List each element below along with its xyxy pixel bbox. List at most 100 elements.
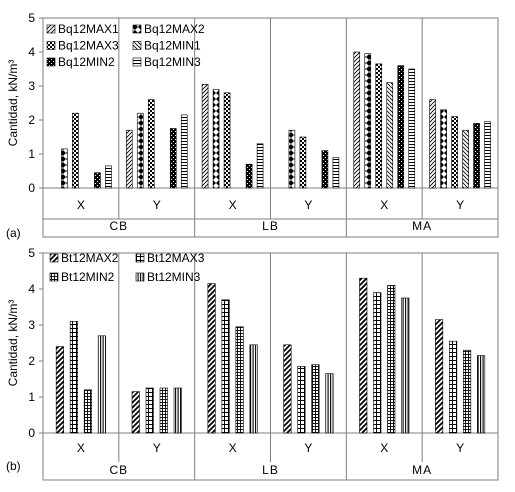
bar [159, 387, 168, 434]
bar [94, 172, 101, 189]
bar [364, 53, 372, 189]
bar [61, 148, 68, 189]
y-tick-label: 1 [28, 147, 35, 161]
bar [212, 89, 220, 189]
bar [435, 319, 444, 434]
y-axis-label: Cantidad, kN/m³ [6, 300, 20, 387]
legend-swatch [135, 272, 145, 282]
bar [207, 283, 216, 434]
legend-label: Bq12MAX1 [58, 22, 119, 36]
x-group-label: LB [262, 219, 279, 233]
bar [408, 68, 416, 189]
bar [245, 163, 253, 189]
legend-swatch [49, 253, 59, 263]
y-tick-label: 2 [28, 113, 35, 127]
bar [288, 129, 296, 189]
y-tick-label: 3 [28, 318, 35, 332]
bar [484, 121, 491, 189]
bar [473, 123, 480, 189]
x-subcategory-label: Y [153, 198, 161, 212]
legend-label: Bt12MIN2 [61, 270, 115, 284]
x-group-label: LB [262, 463, 279, 477]
bar [180, 114, 188, 189]
y-tick-label: 4 [28, 45, 35, 59]
legend-label: Bq12MAX2 [144, 22, 205, 36]
legend: Bt12MAX2 Bt12MAX3 Bt12MIN2 Bt12MIN3 [49, 251, 205, 284]
legend-label: Bq12MIN2 [58, 55, 115, 69]
legend-swatch [132, 24, 142, 34]
y-tick-label: 5 [28, 246, 35, 260]
legend-swatch [135, 253, 145, 263]
bar [72, 112, 79, 189]
panel-label: (a) [6, 226, 21, 240]
bar [440, 109, 447, 189]
legend-swatch [46, 57, 56, 67]
bar [136, 112, 144, 189]
legend-label: Bt12MAX3 [147, 251, 205, 265]
bar [221, 299, 230, 434]
bar [325, 373, 334, 434]
bar [332, 157, 340, 189]
bar [169, 128, 177, 189]
y-tick-label: 3 [28, 79, 35, 93]
y-tick-label: 5 [28, 11, 35, 25]
x-subcategory-label: X [380, 441, 388, 455]
bar [223, 92, 231, 189]
bar [477, 355, 486, 434]
y-tick-label: 4 [28, 282, 35, 296]
x-subcategory-label: X [229, 441, 237, 455]
panel-label: (b) [6, 459, 21, 473]
y-tick-label: 0 [28, 426, 35, 440]
bar [131, 391, 140, 434]
x-subcategory-label: Y [456, 198, 464, 212]
bar [451, 116, 458, 189]
legend-label: Bq12MAX3 [58, 39, 119, 53]
legend-label: Bq12MIN3 [144, 55, 201, 69]
x-subcategory-label: Y [304, 198, 312, 212]
bar [359, 277, 368, 434]
bar [311, 364, 320, 434]
bar [125, 129, 133, 189]
bar [297, 366, 306, 434]
bar [256, 143, 264, 189]
bar [235, 326, 244, 434]
y-tick-label: 1 [28, 390, 35, 404]
y-tick-label: 0 [28, 181, 35, 195]
legend-swatch [132, 41, 142, 50]
bar [401, 297, 410, 434]
chart-panel-b: 0 1 2 3 4 5 Cantidad, kN/m³ X Y X Y X Y CB LB MA (b) Bt12… [6, 246, 499, 481]
x-subcategory-label: Y [456, 441, 464, 455]
legend-swatch [49, 272, 59, 282]
x-subcategory-label: Y [153, 441, 161, 455]
x-subcategory-label: X [380, 198, 388, 212]
bar [249, 344, 258, 434]
bar [299, 136, 307, 189]
bar [449, 340, 458, 434]
bar [462, 129, 469, 189]
bar [386, 82, 394, 189]
bar [145, 387, 154, 434]
legend-swatch [46, 24, 56, 34]
legend: Bq12MAX1 Bq12MAX2 Bq12MAX3 Bq12MIN1 Bq12MIN2… [46, 22, 205, 69]
bar [429, 99, 436, 189]
x-subcategory-label: X [77, 198, 85, 212]
legend-label: Bq12MIN1 [144, 39, 201, 53]
bar [353, 51, 361, 189]
y-tick-label: 2 [28, 354, 35, 368]
bar [375, 63, 383, 189]
chart-panel-a: 0 1 2 3 4 5 Cantidad, kN/m³ X Y X Y X Y CB LB MA (a) Bq12… [6, 11, 499, 240]
bar [201, 84, 209, 189]
bar [105, 165, 112, 189]
legend-label: Bt12MIN3 [147, 270, 201, 284]
bar [69, 321, 78, 434]
x-group-label: CB [109, 219, 128, 233]
x-subcategory-label: Y [304, 441, 312, 455]
bar [283, 344, 292, 434]
bar [173, 387, 182, 434]
bar [97, 335, 106, 434]
x-group-label: MA [412, 463, 432, 477]
bar [373, 292, 382, 434]
x-subcategory-label: X [229, 198, 237, 212]
bar [321, 150, 329, 189]
